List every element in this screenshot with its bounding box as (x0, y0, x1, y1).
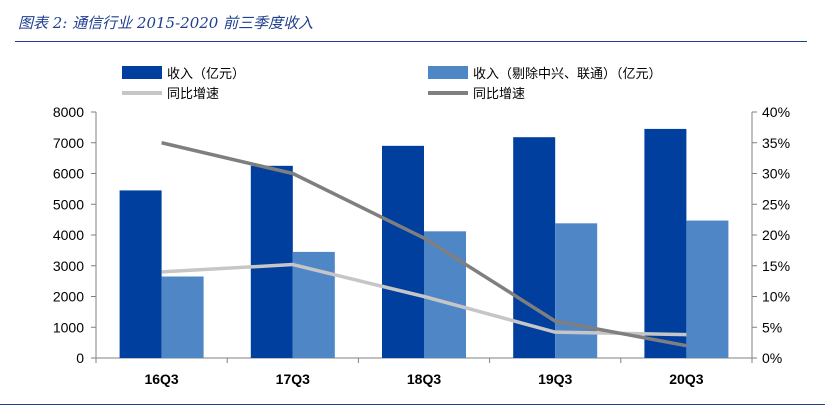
category-label: 19Q3 (538, 371, 572, 387)
left-tick-label: 7000 (53, 135, 84, 151)
left-tick-label: 4000 (53, 227, 84, 243)
bar-revenue-excl (555, 223, 598, 358)
chart-caption: 图表 2: 通信行业 2015-2020 前三季度收入 (18, 14, 314, 32)
legend-label-revenue: 收入（亿元） (167, 67, 245, 82)
tick-labels: 0 1000 2000 3000 4000 5000 6000 7000 8000 0% 5% 10%… (53, 104, 790, 387)
category-label: 17Q3 (276, 371, 310, 387)
line-growth-excl (161, 141, 687, 348)
legend-swatch-revenue (122, 66, 162, 79)
right-tick-label: 20% (762, 227, 790, 243)
left-tick-label: 8000 (53, 104, 84, 120)
right-tick-label: 30% (762, 166, 790, 182)
legend: 收入（亿元） 收入（剔除中兴、联通）（亿元） 同比增速 同比增速 (122, 66, 662, 102)
caption-rule (15, 41, 807, 42)
right-tick-label: 0% (762, 350, 782, 366)
right-tick-label: 10% (762, 289, 790, 305)
bar-revenue-excl (686, 220, 729, 358)
legend-label-revenue-excl: 收入（剔除中兴、联通）（亿元） (473, 67, 662, 82)
right-tick-label: 5% (762, 319, 782, 335)
left-tick-label: 3000 (53, 258, 84, 274)
legend-swatch-revenue-excl (428, 66, 468, 79)
right-tick-label: 40% (762, 104, 790, 120)
left-tick-label: 1000 (53, 319, 84, 335)
bar-revenue (382, 145, 424, 358)
bar-revenue (119, 190, 162, 358)
left-tick-label: 5000 (53, 196, 84, 212)
right-tick-label: 25% (762, 196, 790, 212)
legend-label-growth-excl: 同比增速 (473, 87, 525, 102)
line-growth (161, 262, 687, 337)
left-tick-label: 6000 (53, 166, 84, 182)
bar-revenue (250, 165, 293, 358)
right-tick-label: 15% (762, 258, 790, 274)
lines (161, 141, 687, 348)
legend-label-growth: 同比增速 (167, 87, 219, 102)
bar-revenue-excl (161, 276, 204, 358)
category-label: 16Q3 (144, 371, 178, 387)
bars (119, 128, 729, 358)
bar-revenue (644, 128, 687, 358)
category-label: 20Q3 (669, 371, 703, 387)
right-tick-label: 35% (762, 135, 790, 151)
left-tick-label: 0 (76, 350, 84, 366)
bottom-rule (0, 404, 825, 405)
left-tick-label: 2000 (53, 289, 84, 305)
category-label: 18Q3 (407, 371, 441, 387)
